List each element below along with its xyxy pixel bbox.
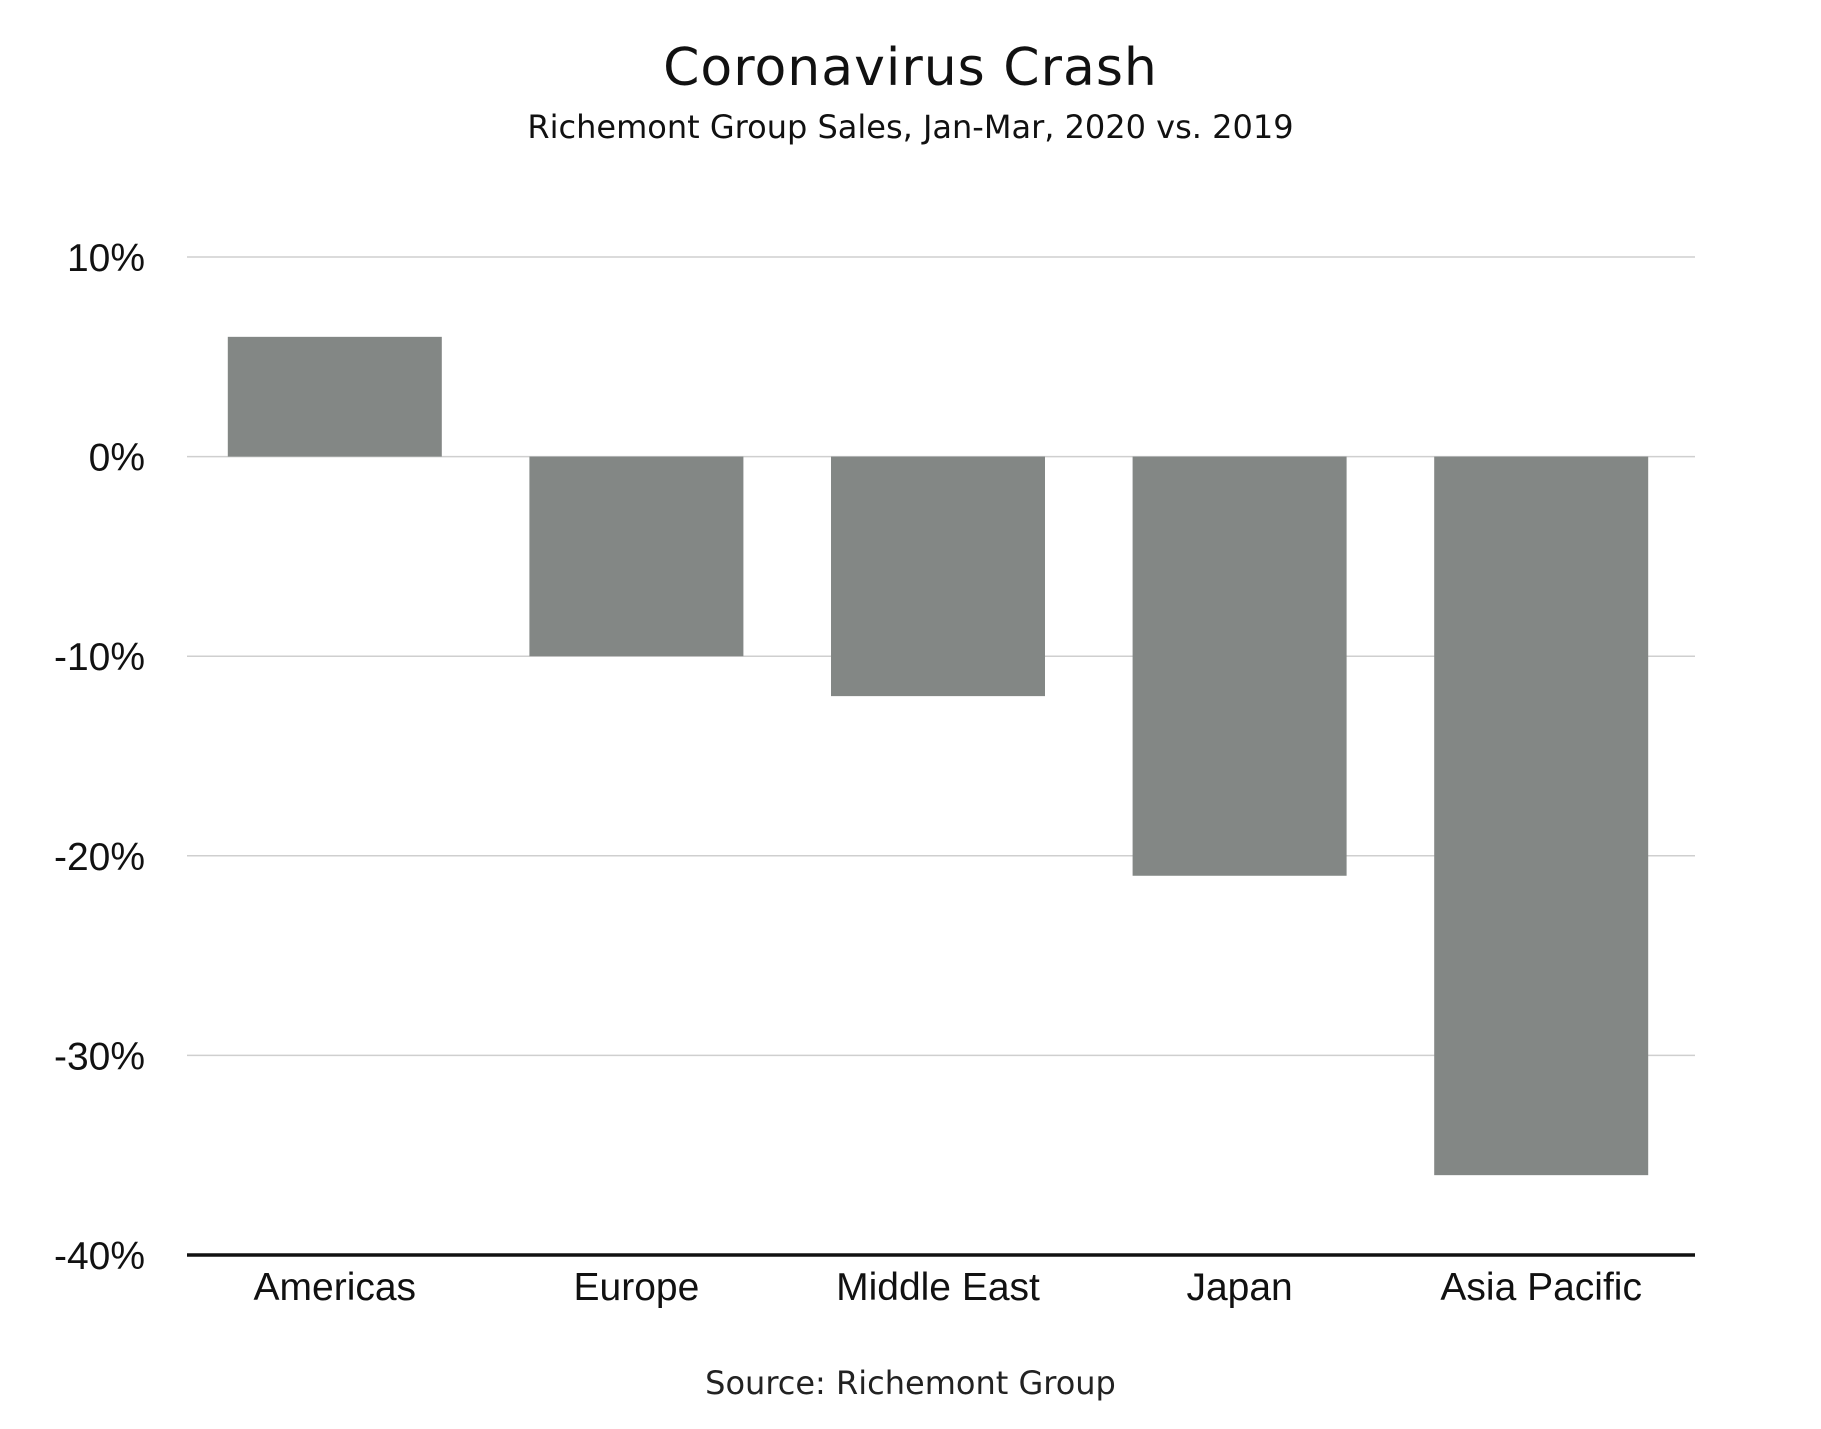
y-tick-label: -10% [54, 636, 145, 679]
y-tick-label: -30% [54, 1035, 145, 1078]
y-tick-label: -40% [54, 1235, 145, 1278]
y-tick-label: 0% [89, 437, 145, 480]
chart-title: Coronavirus Crash [663, 38, 1158, 98]
x-category-label: Europe [574, 1266, 700, 1309]
bar-middle-east [831, 456, 1045, 697]
x-category-label: Middle East [836, 1266, 1040, 1309]
bar-americas [227, 336, 442, 457]
x-category-labels: Americas Europe Middle East Japan Asia Pacif… [254, 1266, 1642, 1309]
bars [227, 336, 1649, 1176]
y-tick-labels: 10% 0% -10% -20% -30% -40% [54, 237, 145, 1278]
y-tick-label: -20% [54, 836, 145, 879]
x-category-label: Japan [1186, 1266, 1292, 1309]
chart-source: Source: Richemont Group [705, 1364, 1116, 1402]
bar-japan [1132, 456, 1347, 876]
bar-asia-pacific [1434, 456, 1649, 1176]
chart-subtitle: Richemont Group Sales, Jan-Mar, 2020 vs.… [527, 108, 1294, 146]
bar-europe [529, 456, 744, 657]
x-category-label: Asia Pacific [1440, 1266, 1642, 1309]
y-tick-label: 10% [67, 237, 145, 280]
x-category-label: Americas [254, 1266, 417, 1309]
